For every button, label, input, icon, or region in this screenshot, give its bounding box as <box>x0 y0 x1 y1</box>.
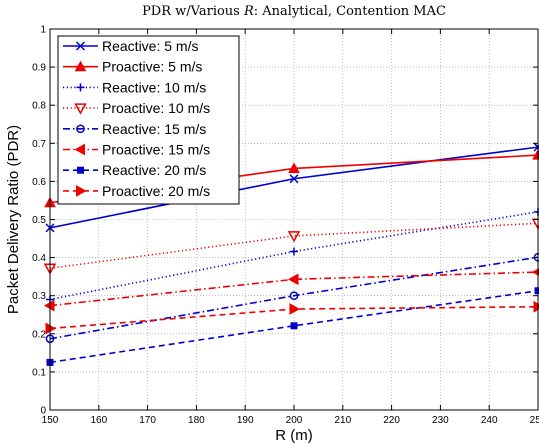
y-tick-label: 0.3 <box>32 291 46 302</box>
x-tick-label: 190 <box>237 415 254 426</box>
legend-label: Reactive: 5 m/s <box>102 38 198 54</box>
data-point <box>287 273 299 286</box>
chart-title-suffix: : Analytical, Contention MAC <box>254 4 446 19</box>
legend-marker <box>76 83 85 92</box>
legend-marker <box>74 143 85 156</box>
chart-title: PDR w/Various R: Analytical, Contention … <box>142 4 446 19</box>
x-axis: 150 160 170 180 190 200 210 220 230 240 250 <box>42 29 539 426</box>
data-point <box>287 231 301 243</box>
data-point <box>289 291 299 301</box>
x-tick-label: 200 <box>286 415 303 426</box>
x-tick-label: 240 <box>481 415 498 426</box>
legend-label: Reactive: 15 m/s <box>102 121 206 137</box>
legend-label: Reactive: 20 m/s <box>102 162 206 178</box>
legend-marker <box>74 60 87 72</box>
legend-marker <box>76 124 85 134</box>
x-tick-label: 150 <box>42 415 59 426</box>
y-tick-label: 0.1 <box>32 367 46 378</box>
x-tick-label: 220 <box>383 415 400 426</box>
legend-label: Proactive: 5 m/s <box>102 59 202 75</box>
data-point <box>288 162 300 173</box>
y-axis-label: Packet Delivery Ratio (PDR) <box>5 125 22 314</box>
legend: Reactive: 5 m/s Proactive: 5 m/s Reactive:… <box>57 35 240 205</box>
y-tick-label: 0.7 <box>32 139 46 150</box>
legend-label: Proactive: 15 m/s <box>102 142 210 158</box>
chart-title-prefix: PDR w/Various <box>142 4 244 19</box>
series-line <box>49 271 539 307</box>
legend-label: Proactive: 10 m/s <box>102 100 210 116</box>
y-tick-label: 0.9 <box>32 63 46 74</box>
data-point <box>290 247 298 256</box>
y-tick-label: 0 <box>40 406 46 417</box>
legend-label: Reactive: 10 m/s <box>102 79 206 95</box>
x-tick-label: 170 <box>139 415 156 426</box>
y-tick-label: 0.4 <box>32 253 46 264</box>
y-tick-label: 0.6 <box>32 177 46 188</box>
chart-title-variable: R <box>243 4 254 19</box>
y-tick-label: 0.5 <box>32 215 46 226</box>
series-line <box>49 256 539 340</box>
y-tick-label: 0.2 <box>32 329 46 340</box>
x-tick-label: 180 <box>188 415 205 426</box>
data-point <box>290 322 298 330</box>
y-axis: 0 0.1 0.2 0.3 0.4 0.5 0.6 0.7 0.8 0.9 1 <box>32 25 538 417</box>
series-line <box>49 289 539 364</box>
x-tick-label: 250 <box>530 415 539 426</box>
data-point <box>289 174 299 184</box>
x-tick-label: 230 <box>432 415 449 426</box>
y-tick-label: 0.8 <box>32 101 46 112</box>
x-tick-label: 210 <box>334 415 351 426</box>
y-tick-label: 1 <box>40 25 46 36</box>
legend-marker <box>74 103 87 115</box>
legend-marker <box>76 185 87 197</box>
data-point <box>289 303 301 315</box>
x-tick-label: 160 <box>90 415 107 426</box>
legend-box <box>57 35 240 205</box>
legend-marker <box>75 41 86 51</box>
legend-marker <box>77 166 84 174</box>
legend-label: Proactive: 20 m/s <box>102 183 210 199</box>
x-axis-label: R (m) <box>275 427 313 444</box>
